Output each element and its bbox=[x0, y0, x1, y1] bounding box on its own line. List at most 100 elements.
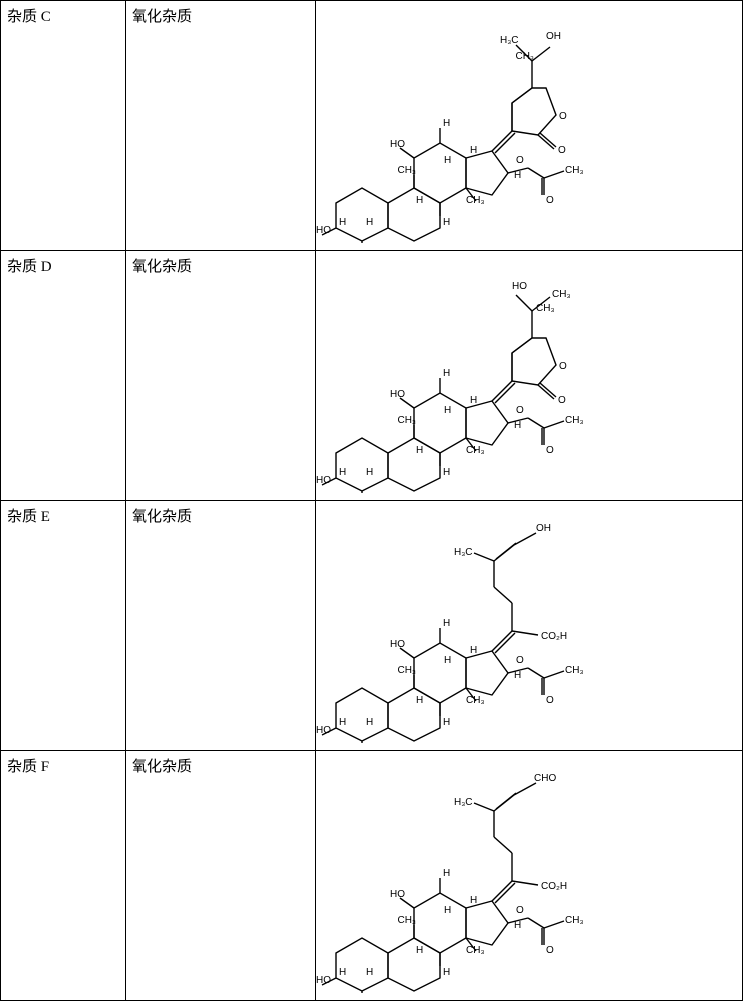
svg-text:CH₃: CH₃ bbox=[515, 51, 534, 62]
svg-text:CH₃: CH₃ bbox=[397, 665, 416, 676]
svg-text:CH₃: CH₃ bbox=[466, 695, 485, 706]
svg-text:O: O bbox=[546, 945, 554, 956]
svg-text:HO: HO bbox=[390, 139, 405, 150]
impurity-type-cell: 氧化杂质 bbox=[126, 1, 316, 251]
svg-text:O: O bbox=[516, 655, 524, 666]
svg-text:H: H bbox=[514, 420, 521, 431]
svg-text:O: O bbox=[546, 695, 554, 706]
svg-text:CH₃: CH₃ bbox=[466, 445, 485, 456]
svg-text:H: H bbox=[443, 118, 450, 129]
impurity-name-cell: 杂质 C bbox=[1, 1, 126, 251]
svg-text:H: H bbox=[366, 217, 373, 228]
svg-text:CH₃: CH₃ bbox=[397, 915, 416, 926]
svg-text:H: H bbox=[443, 868, 450, 879]
svg-text:H₃C: H₃C bbox=[454, 547, 473, 558]
svg-text:H: H bbox=[339, 467, 346, 478]
impurity-type: 氧化杂质 bbox=[132, 509, 192, 525]
svg-text:HO: HO bbox=[316, 475, 331, 486]
impurity-name-cell: 杂质 D bbox=[1, 251, 126, 501]
svg-text:O: O bbox=[516, 155, 524, 166]
table-row: 杂质 C 氧化杂质 OH H₃C CH₃ O O O CH bbox=[1, 1, 743, 251]
svg-text:H: H bbox=[443, 217, 450, 228]
svg-text:CH₃: CH₃ bbox=[565, 165, 584, 176]
svg-text:H₃C: H₃C bbox=[500, 35, 519, 46]
svg-text:H: H bbox=[443, 618, 450, 629]
svg-text:H: H bbox=[470, 895, 477, 906]
svg-text:H: H bbox=[339, 217, 346, 228]
svg-text:O: O bbox=[516, 905, 524, 916]
structure-cell: HO CH₃ CH₃ O O O CH₃ O H HO H CH₃ H H CH… bbox=[316, 251, 743, 501]
impurity-type: 氧化杂质 bbox=[132, 759, 192, 775]
svg-text:CH₃: CH₃ bbox=[397, 165, 416, 176]
svg-text:CO₂H: CO₂H bbox=[541, 631, 567, 642]
svg-text:OH: OH bbox=[546, 31, 561, 42]
impurity-type-cell: 氧化杂质 bbox=[126, 751, 316, 1001]
svg-text:H: H bbox=[416, 445, 423, 456]
svg-text:HO: HO bbox=[316, 725, 331, 736]
svg-text:HO: HO bbox=[390, 389, 405, 400]
svg-text:H: H bbox=[514, 170, 521, 181]
structure-cell: OH H₃C CO₂H O CH₃ O H HO H CH₃ H H CH₃ H… bbox=[316, 501, 743, 751]
structure-cell: CHO H₃C CO₂H O CH₃ O H HO H CH₃ H H CH₃ … bbox=[316, 751, 743, 1001]
svg-text:H: H bbox=[514, 670, 521, 681]
impurity-name: 杂质 C bbox=[7, 9, 51, 25]
svg-text:H: H bbox=[443, 967, 450, 978]
table-row: 杂质 E 氧化杂质 OH H₃C CO₂H O CH₃ O H HO H CH₃ bbox=[1, 501, 743, 751]
svg-text:H: H bbox=[444, 655, 451, 666]
svg-text:H: H bbox=[444, 405, 451, 416]
svg-text:O: O bbox=[546, 195, 554, 206]
svg-text:H: H bbox=[416, 945, 423, 956]
svg-text:HO: HO bbox=[390, 639, 405, 650]
impurity-type: 氧化杂质 bbox=[132, 259, 192, 275]
svg-text:CO₂H: CO₂H bbox=[541, 881, 567, 892]
chemical-structure-icon: OH H₃C CH₃ O O O CH₃ O H HO H CH₃ H H CH… bbox=[316, 3, 626, 243]
svg-text:CH₃: CH₃ bbox=[397, 415, 416, 426]
svg-text:O: O bbox=[558, 395, 566, 406]
svg-text:H: H bbox=[416, 695, 423, 706]
chemical-structure-icon: HO CH₃ CH₃ O O O CH₃ O H HO H CH₃ H H CH… bbox=[316, 253, 626, 493]
svg-text:H: H bbox=[339, 967, 346, 978]
impurity-type-cell: 氧化杂质 bbox=[126, 251, 316, 501]
svg-text:H₃C: H₃C bbox=[454, 797, 473, 808]
svg-text:O: O bbox=[559, 111, 567, 122]
svg-text:O: O bbox=[516, 405, 524, 416]
impurity-name-cell: 杂质 E bbox=[1, 501, 126, 751]
svg-text:H: H bbox=[514, 920, 521, 931]
impurity-name-cell: 杂质 F bbox=[1, 751, 126, 1001]
svg-text:O: O bbox=[559, 361, 567, 372]
structure-cell: OH H₃C CH₃ O O O CH₃ O H HO H CH₃ H H CH… bbox=[316, 1, 743, 251]
svg-text:CH₃: CH₃ bbox=[565, 415, 584, 426]
impurity-name: 杂质 E bbox=[7, 509, 50, 525]
svg-text:H: H bbox=[366, 467, 373, 478]
page: 杂质 C 氧化杂质 OH H₃C CH₃ O O O CH bbox=[0, 0, 743, 1000]
svg-text:O: O bbox=[546, 445, 554, 456]
svg-text:H: H bbox=[470, 145, 477, 156]
svg-text:H: H bbox=[366, 717, 373, 728]
chemical-structure-icon: CHO H₃C CO₂H O CH₃ O H HO H CH₃ H H CH₃ … bbox=[316, 753, 626, 993]
svg-text:H: H bbox=[470, 395, 477, 406]
table-row: 杂质 D 氧化杂质 HO CH₃ CH₃ O O O CH₃ O H HO H … bbox=[1, 251, 743, 501]
svg-text:H: H bbox=[444, 155, 451, 166]
svg-text:H: H bbox=[416, 195, 423, 206]
impurity-type: 氧化杂质 bbox=[132, 9, 192, 25]
svg-text:H: H bbox=[444, 905, 451, 916]
svg-text:HO: HO bbox=[512, 281, 527, 292]
svg-text:HO: HO bbox=[316, 975, 331, 986]
svg-text:H: H bbox=[339, 717, 346, 728]
svg-text:OH: OH bbox=[536, 523, 551, 534]
svg-text:H: H bbox=[443, 368, 450, 379]
impurity-name: 杂质 D bbox=[7, 259, 52, 275]
svg-text:H: H bbox=[470, 645, 477, 656]
impurities-table: 杂质 C 氧化杂质 OH H₃C CH₃ O O O CH bbox=[0, 0, 743, 1001]
svg-text:HO: HO bbox=[390, 889, 405, 900]
svg-text:CH₃: CH₃ bbox=[466, 945, 485, 956]
svg-text:CH₃: CH₃ bbox=[565, 665, 584, 676]
svg-text:CH₃: CH₃ bbox=[552, 289, 571, 300]
impurity-type-cell: 氧化杂质 bbox=[126, 501, 316, 751]
svg-text:H: H bbox=[443, 717, 450, 728]
svg-text:H: H bbox=[366, 967, 373, 978]
table-row: 杂质 F 氧化杂质 CHO H₃C CO₂H O CH₃ O H HO H CH… bbox=[1, 751, 743, 1001]
impurity-name: 杂质 F bbox=[7, 759, 49, 775]
svg-text:CH₃: CH₃ bbox=[466, 195, 485, 206]
svg-text:CH₃: CH₃ bbox=[536, 303, 555, 314]
